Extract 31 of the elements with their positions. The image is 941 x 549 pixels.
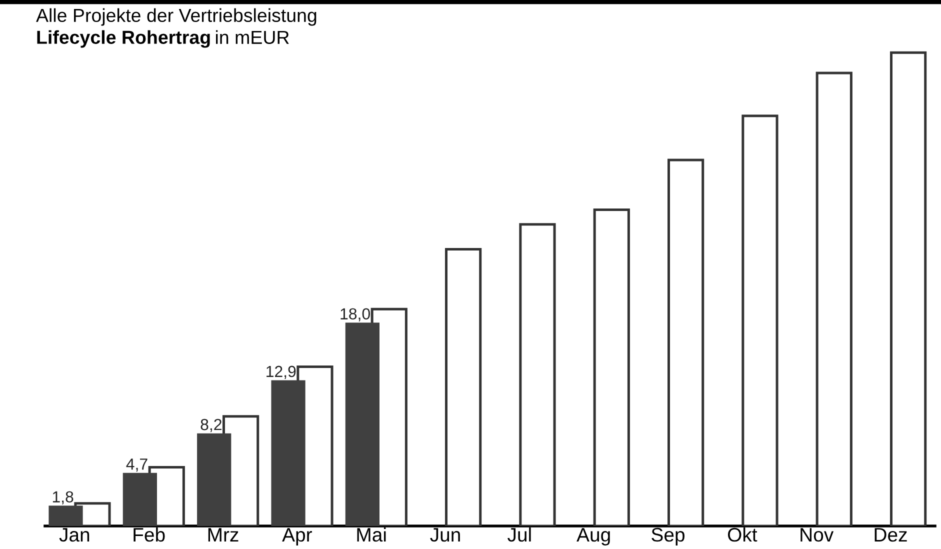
- x-tick-label: Mai: [357, 527, 386, 542]
- bar: [816, 72, 852, 526]
- bar: [197, 433, 232, 526]
- bar: [519, 223, 556, 526]
- data-label: 4,7: [126, 458, 148, 472]
- x-tick-label: Jun: [430, 528, 460, 542]
- x-tick-label: Jan: [59, 528, 90, 542]
- bar: [890, 51, 927, 526]
- x-tick-label: Sep: [652, 528, 684, 546]
- bar: [593, 208, 630, 526]
- x-tick-label: Aug: [576, 528, 610, 546]
- x-tick-label: Nov: [800, 528, 834, 542]
- chart-subtitle: Lifecycle Rohertrag in mEUR: [37, 30, 289, 48]
- chart-title: Alle Projekte der Vertriebsleistung: [36, 8, 316, 26]
- x-tick-label: Jul: [508, 527, 531, 542]
- x-tick-label: Feb: [134, 527, 165, 542]
- bar: [667, 158, 704, 526]
- x-tick-label: Apr: [282, 528, 312, 546]
- bar: [345, 322, 380, 526]
- bar: [271, 380, 306, 526]
- bar: [444, 248, 482, 526]
- data-label: 18,0: [340, 308, 370, 322]
- bar: [742, 114, 778, 526]
- data-label: 12,9: [266, 366, 296, 379]
- x-tick-label: Dez: [874, 528, 907, 542]
- data-label: 8,2: [200, 418, 222, 432]
- bar: [122, 472, 157, 526]
- bar: [48, 506, 83, 526]
- x-tick-label: Okt: [728, 527, 758, 542]
- data-label: 1,8: [52, 491, 74, 504]
- x-tick-label: Mrz: [208, 528, 238, 542]
